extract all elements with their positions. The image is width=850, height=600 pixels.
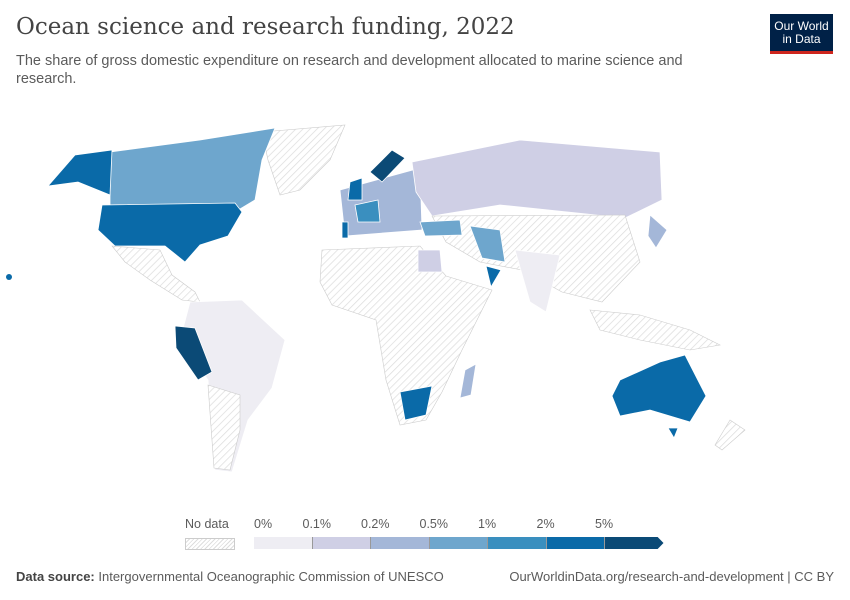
chart-subtitle: The share of gross domestic expenditure … — [16, 53, 683, 87]
legend-no-data-swatch — [185, 538, 235, 550]
legend-bin-label: 0.5% — [419, 517, 449, 531]
country-madagascar[interactable] — [459, 363, 477, 399]
legend-bin-swatch[interactable] — [605, 537, 664, 549]
legend-bin-label: 0% — [254, 517, 273, 531]
country-iran[interactable] — [469, 225, 506, 263]
legend-bin-swatch[interactable] — [488, 537, 547, 549]
data-source: Data source: Intergovernmental Oceanogra… — [16, 569, 444, 584]
country-australia[interactable] — [611, 354, 707, 423]
legend-bin-swatch[interactable] — [254, 537, 313, 549]
legend-bin-label: 2% — [536, 517, 555, 531]
country-argentina-chile[interactable] — [207, 384, 241, 471]
region-africa[interactable] — [319, 245, 493, 426]
legend-bin-swatch[interactable] — [312, 537, 371, 549]
hawaii[interactable] — [6, 274, 12, 280]
country-greenland[interactable] — [261, 124, 346, 196]
legend-bin-label: 1% — [478, 517, 497, 531]
country-tasmania[interactable] — [667, 427, 679, 439]
country-usa[interactable] — [97, 202, 243, 263]
country-canada[interactable] — [109, 127, 276, 213]
legend-no-data-label: No data — [185, 517, 229, 531]
country-portugal[interactable] — [341, 221, 349, 239]
owid-logo[interactable]: Our World in Data — [770, 14, 833, 54]
country-alaska[interactable] — [47, 149, 113, 196]
chart-title: Ocean science and research funding, 2022 — [16, 14, 515, 40]
country-france[interactable] — [354, 199, 381, 223]
country-oman[interactable] — [485, 265, 502, 289]
country-new-zealand[interactable] — [714, 419, 746, 451]
country-uk[interactable] — [347, 177, 363, 201]
country-south-africa[interactable] — [399, 385, 433, 421]
footer-url[interactable]: OurWorldinData.org/research-and-developm… — [509, 569, 834, 584]
country-peru[interactable] — [174, 325, 213, 381]
source-text: Intergovernmental Oceanographic Commissi… — [98, 569, 444, 584]
country-india[interactable] — [514, 249, 561, 313]
source-label: Data source: — [16, 569, 95, 584]
country-turkey[interactable] — [419, 219, 463, 237]
country-norway[interactable] — [369, 149, 406, 183]
country-russia[interactable] — [411, 139, 663, 219]
region-southeast-asia[interactable] — [589, 309, 721, 351]
legend-bin-swatch[interactable] — [429, 537, 488, 549]
world-map — [6, 124, 746, 473]
legend-bin-label: 0.1% — [302, 517, 332, 531]
legend-bin-swatch[interactable] — [546, 537, 605, 549]
legend-bin-label: 5% — [595, 517, 614, 531]
legend-bin-swatch[interactable] — [371, 537, 430, 549]
country-japan[interactable] — [647, 214, 668, 249]
country-egypt[interactable] — [417, 249, 443, 273]
legend-bin-label: 0.2% — [361, 517, 390, 531]
